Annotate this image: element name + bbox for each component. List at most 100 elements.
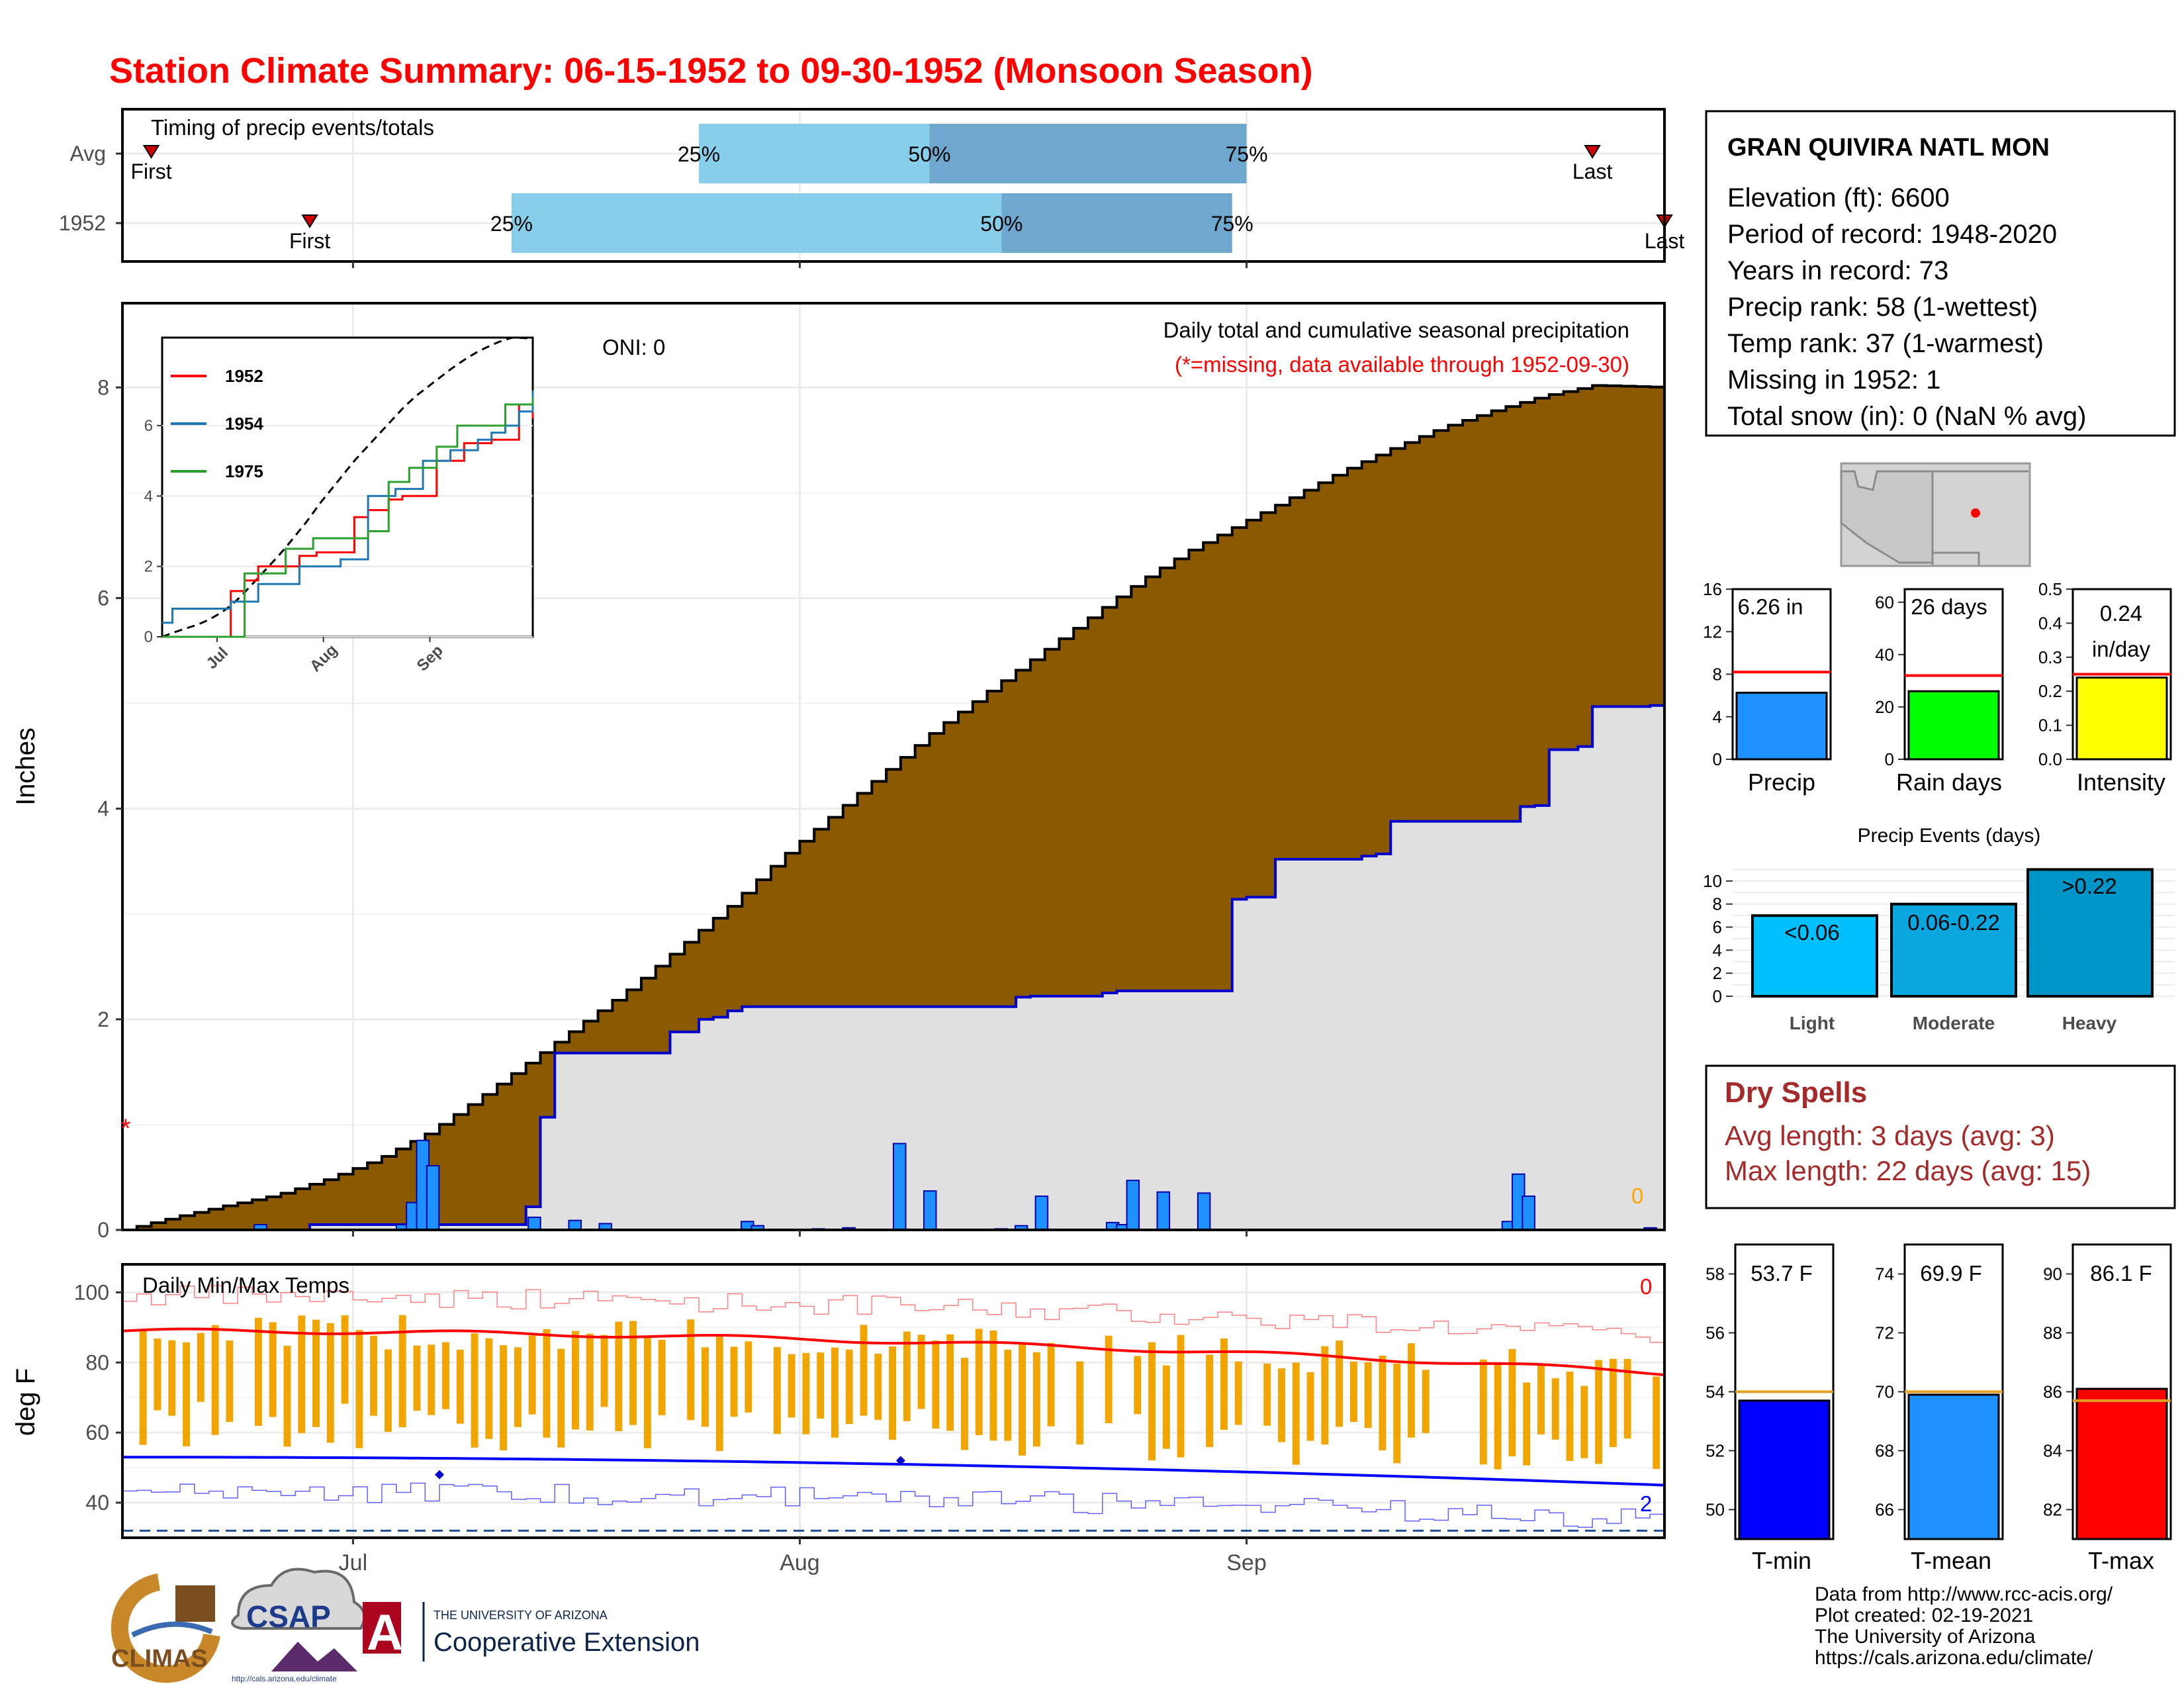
daily-temp-bar — [1523, 1382, 1531, 1466]
deficit-band — [915, 745, 930, 1007]
inset-ytick-label: 0 — [144, 628, 153, 646]
ua-logo-big: Cooperative Extension — [433, 1628, 700, 1657]
station-line-years: Years in record: 73 — [1727, 256, 1948, 285]
deficit-band — [1477, 415, 1492, 821]
temp-bar-ytick-label-tmin: 58 — [1706, 1264, 1725, 1284]
deficit-band — [1491, 410, 1506, 821]
deficit-band — [1419, 436, 1435, 821]
daily-temp-bar — [730, 1346, 738, 1417]
deficit-band — [1217, 535, 1233, 991]
daily-temp-bar — [312, 1319, 320, 1427]
dry-spells-max: Max length: 22 days (avg: 15) — [1725, 1155, 2091, 1186]
deficit-band — [1304, 490, 1319, 859]
climas-logo: CLIMAS — [111, 1573, 220, 1683]
precip-ylabel: Inches — [11, 727, 40, 806]
deficit-band — [756, 879, 772, 1007]
inset-legend-label-1952: 1952 — [225, 366, 263, 386]
events-light-range: <0.06 — [1784, 920, 1840, 945]
deficit-band — [1635, 386, 1651, 707]
raindays-bar-label: Rain days — [1896, 769, 2002, 796]
small-bar-ytick-label-intensity: 0.4 — [2038, 613, 2062, 633]
deficit-band — [699, 930, 714, 1019]
daily-temp-bar — [1220, 1338, 1228, 1430]
csap-logo-text: CSAP — [246, 1599, 331, 1634]
daily-temp-bar — [398, 1315, 406, 1428]
temp-bar-ytick-label-tmax: 90 — [2043, 1264, 2062, 1284]
deficit-band — [180, 1215, 195, 1230]
timing-row-avg-label: Avg — [69, 142, 106, 165]
deficit-band — [829, 817, 844, 1007]
deficit-band — [1146, 577, 1161, 991]
record-low-line — [122, 1482, 1664, 1528]
record-low-marker — [435, 1470, 445, 1479]
daily-temp-bar — [1134, 1356, 1142, 1415]
temp-ylabel: deg F — [11, 1368, 40, 1436]
deficit-band — [1578, 388, 1593, 747]
inset-legend-label-1975: 1975 — [225, 461, 263, 481]
precip-value-label: 6.26 in — [1737, 594, 1803, 619]
deficit-band — [900, 757, 916, 1007]
deficit-band — [511, 1073, 527, 1225]
precip-ytick-label: 6 — [97, 586, 109, 610]
timing-bar-q1-1952 — [511, 193, 1002, 253]
temp-ytick-label: 40 — [85, 1491, 109, 1515]
deficit-band — [1174, 559, 1189, 991]
figure-title: Station Climate Summary: 06-15-1952 to 0… — [109, 51, 1313, 91]
daily-temp-bar — [600, 1335, 608, 1407]
precip-ytick-label: 8 — [97, 375, 109, 399]
small-bar-ytick-label-precip: 16 — [1703, 579, 1722, 599]
deficit-band — [281, 1193, 296, 1230]
precip-panel: 0 2 4 6 8 Inches ONI: 0 Daily total and cumu… — [11, 302, 1666, 1242]
daily-temp-bar — [413, 1345, 421, 1411]
deficit-band — [770, 866, 786, 1007]
small-bar-ytick-label-precip: 8 — [1713, 665, 1722, 684]
deficit-band — [453, 1114, 469, 1225]
csap-url: http://cals.arizona.edu/climate — [232, 1674, 337, 1683]
inset-legend-label-1954: 1954 — [225, 414, 263, 434]
daily-temp-bar — [384, 1349, 392, 1432]
station-line-period: Period of record: 1948-2020 — [1727, 220, 2057, 249]
deficit-band — [814, 829, 829, 1007]
cumulative-avg-line — [122, 384, 1666, 1231]
xtick-label-jul: Jul — [339, 1550, 367, 1575]
temp-ytick-label: 100 — [74, 1280, 109, 1304]
tmin-bar-label: T-min — [1752, 1547, 1811, 1574]
inset-ytick-label: 6 — [144, 417, 153, 435]
daily-temp-bar — [139, 1331, 147, 1445]
daily-temp-bar — [989, 1331, 997, 1441]
deficit-band — [1621, 386, 1636, 707]
daily-precip-bar — [1126, 1180, 1140, 1231]
deficit-band — [1390, 448, 1406, 821]
daily-temp-bar — [1162, 1365, 1170, 1449]
deficit-band — [1203, 542, 1218, 991]
deficit-band — [151, 1223, 166, 1230]
daily-temp-bar — [687, 1319, 695, 1421]
temp-bar-ytick-label-tmean: 66 — [1875, 1500, 1894, 1520]
small-bar-ytick-label-precip: 4 — [1713, 707, 1722, 727]
temp-panel-label: Daily Min/Max Temps — [142, 1273, 349, 1297]
temp-bar-ytick-label-tmean: 74 — [1875, 1264, 1894, 1284]
credit-data-source: Data from http://www.rcc-acis.org/ — [1815, 1583, 2113, 1605]
record-high-line — [122, 1285, 1664, 1343]
daily-temp-bar — [572, 1331, 579, 1430]
daily-temp-bar — [1653, 1376, 1661, 1470]
deficit-band — [886, 769, 901, 1007]
deficit-band — [944, 722, 959, 1007]
timing-marker-last — [1584, 145, 1601, 159]
daily-temp-bar — [658, 1339, 666, 1415]
timing-label-50: 50% — [980, 212, 1023, 236]
timing-label-50: 50% — [908, 142, 950, 166]
deficit-band — [1275, 505, 1291, 859]
intensity-bar-label: Intensity — [2077, 769, 2165, 796]
daily-temp-bar — [1364, 1362, 1372, 1429]
daily-temp-bar — [154, 1338, 161, 1411]
temp-bar-ytick-label-tmean: 68 — [1875, 1441, 1894, 1461]
daily-temp-bar — [1623, 1358, 1631, 1439]
temp-bar-ytick-label-tmean: 70 — [1875, 1382, 1894, 1402]
deficit-band — [1535, 398, 1550, 806]
daily-temp-bar — [254, 1317, 262, 1426]
xtick-label-aug: Aug — [780, 1550, 820, 1575]
deficit-band — [598, 1010, 613, 1053]
daily-temp-bar — [817, 1352, 825, 1419]
